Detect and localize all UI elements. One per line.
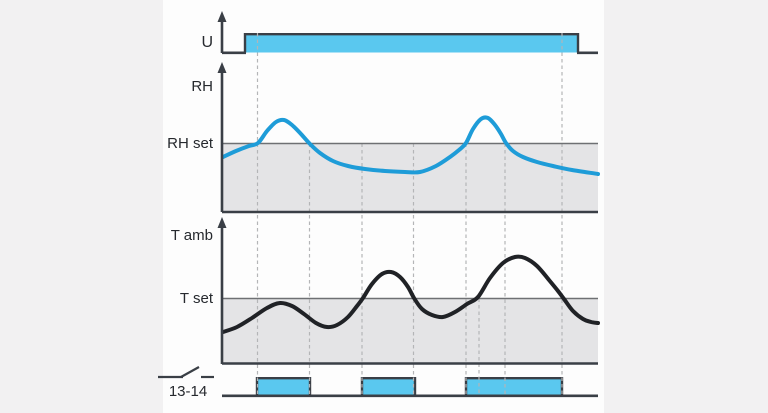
- t-below-set-region: [222, 298, 598, 363]
- relay-contact-icon: [158, 366, 214, 379]
- u-pulse-fill: [245, 34, 578, 53]
- t-axis-arrowhead: [217, 217, 227, 228]
- u-axis-arrowhead: [217, 11, 227, 22]
- output-contact-label: 13-14: [168, 383, 208, 400]
- supply-label: U: [201, 34, 213, 51]
- humidity-label: RH: [191, 78, 213, 95]
- output-pulse-3-fill: [466, 378, 562, 396]
- output-pulse-1-fill: [257, 378, 310, 396]
- output-pulse-2-fill: [362, 378, 415, 396]
- t-curve: [221, 254, 600, 334]
- humidity-setpoint-label: RH set: [167, 135, 213, 152]
- u-pulse-outline: [243, 33, 580, 53]
- rh-axis-arrowhead: [217, 62, 227, 73]
- temperature-setpoint-label: T set: [179, 290, 213, 307]
- temperature-label: T amb: [170, 227, 213, 244]
- relay-contact-stroke-2: [180, 366, 200, 378]
- rh-curve: [221, 115, 600, 176]
- rh-below-set-region: [222, 143, 598, 211]
